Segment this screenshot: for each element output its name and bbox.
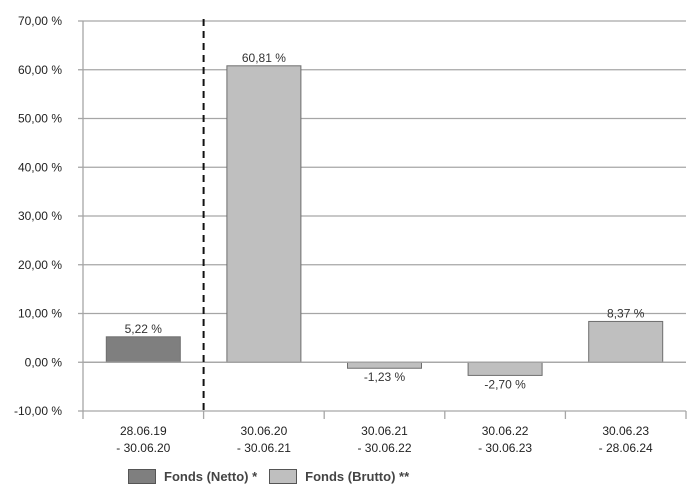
legend: Fonds (Netto) * Fonds (Brutto) ** (128, 469, 421, 484)
data-label: -1,23 % (364, 370, 406, 384)
y-tick-label: 0,00 % (25, 355, 63, 369)
y-tick-label: 40,00 % (18, 160, 62, 174)
x-tick-label: 30.06.20 (241, 424, 288, 438)
data-label: 5,22 % (125, 322, 163, 336)
x-tick-label: - 30.06.20 (116, 441, 170, 455)
y-tick-label: 70,00 % (18, 14, 62, 28)
bar (105, 336, 181, 363)
x-tick-label: - 30.06.23 (478, 441, 532, 455)
y-tick-label: 30,00 % (18, 209, 62, 223)
data-label: 8,37 % (607, 306, 645, 320)
bar-chart: -10,00 % 0,00 % 10,00 % 20,00 % 30,00 % 40,00… (14, 14, 687, 455)
x-tick-label: 30.06.22 (482, 424, 529, 438)
y-tick-label: -10,00 % (14, 404, 62, 418)
data-label: 60,81 % (242, 51, 286, 65)
x-tick-label: 30.06.21 (361, 424, 408, 438)
y-tick-label: 20,00 % (18, 258, 62, 272)
y-tick-label: 10,00 % (18, 307, 62, 321)
y-tick-label: 60,00 % (18, 63, 62, 77)
data-label: -2,70 % (484, 377, 526, 391)
bar (226, 65, 302, 363)
x-tick-label: 30.06.23 (602, 424, 649, 438)
legend-swatch-netto (128, 469, 156, 484)
legend-swatch-brutto (269, 469, 298, 484)
x-tick-label: - 30.06.21 (237, 441, 291, 455)
legend-item-netto: Fonds (Netto) * (128, 469, 257, 484)
bar (588, 320, 664, 363)
x-tick-label: - 28.06.24 (599, 441, 653, 455)
legend-label-netto: Fonds (Netto) * (164, 469, 258, 484)
y-tick-label: 50,00 % (18, 112, 62, 126)
bar (467, 361, 543, 376)
x-tick-label: 28.06.19 (120, 424, 167, 438)
x-tick-label: - 30.06.22 (357, 441, 411, 455)
legend-label-brutto: Fonds (Brutto) ** (305, 469, 410, 484)
legend-item-brutto: Fonds (Brutto) ** (269, 469, 409, 484)
bar (347, 361, 422, 369)
